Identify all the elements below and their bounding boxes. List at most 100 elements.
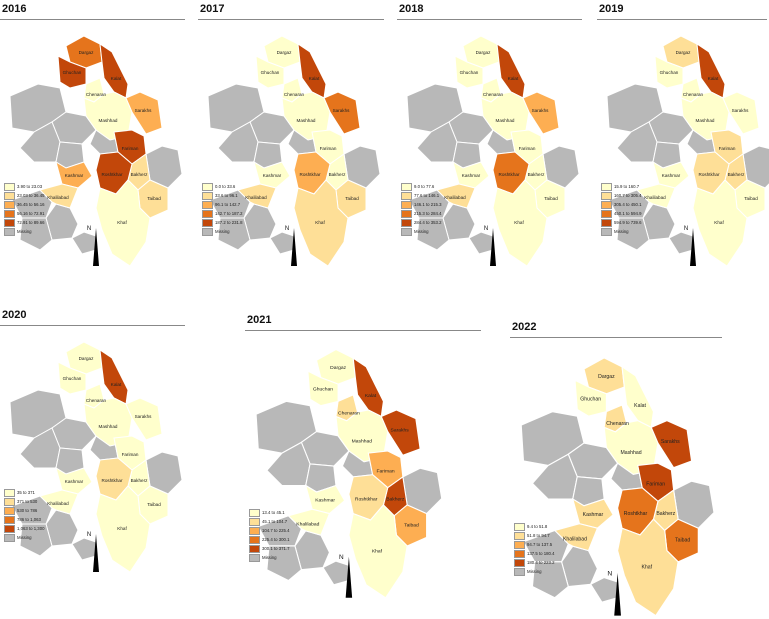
legend-swatch <box>249 544 260 553</box>
legend-row: Missing <box>514 567 554 576</box>
title-rule <box>0 19 185 20</box>
district-label-khalilabad: Khalilabad <box>47 501 69 506</box>
map-panel-2019: 2019 Dargaz Ghuchan Kalat Chenaran Mashhad Sar… <box>597 0 769 290</box>
legend-swatch <box>202 218 213 227</box>
legend-label: 786 to 1,063 <box>17 517 41 522</box>
district-label-kashmar: Kashmar <box>65 479 84 484</box>
legend-row: 56.16 to 72.91 <box>4 209 44 218</box>
legend-row: 104.7 to 225.4 <box>249 526 289 535</box>
legend-swatch <box>601 227 612 236</box>
legend-row: 45.1 to 104.7 <box>249 517 289 526</box>
district-kalat <box>99 348 129 405</box>
district-khaf <box>492 179 548 267</box>
legend-swatch <box>4 488 15 497</box>
district-khaf <box>692 179 748 267</box>
legend-row: 36.45 to 56.16 <box>4 200 44 209</box>
district-label-fariman: Fariman <box>122 146 139 151</box>
north-arrow-icon: N <box>285 226 297 266</box>
legend-swatch <box>4 182 15 191</box>
legend-swatch <box>401 200 412 209</box>
legend-label: 45.1 to 104.7 <box>262 519 288 524</box>
title-rule <box>397 19 582 20</box>
legend-swatch <box>4 200 15 209</box>
legend-label: 371 to 530 <box>17 499 38 504</box>
legend-row: Missing <box>202 227 242 236</box>
legend-row: 160.7 to 305.4 <box>601 191 641 200</box>
district-label-kashmar: Kashmar <box>263 173 282 178</box>
district-label-bakherz: Bakherz <box>656 511 675 517</box>
legend-swatch <box>202 227 213 236</box>
legend-swatch <box>4 524 15 533</box>
legend-label: 72.91 to 89.66 <box>17 220 45 225</box>
district-label-khaf: Khaf <box>117 526 127 531</box>
legend: 0.0 to 33.6 33.6 to 96.1 96.1 to 142.7 142.… <box>202 182 242 236</box>
missing-district-6 <box>522 529 569 563</box>
district-label-mashhad: Mashhad <box>620 450 641 456</box>
legend-label: Missing <box>614 229 629 234</box>
legend-label: Missing <box>527 569 542 574</box>
title-rule <box>597 19 767 20</box>
legend-row: 23.03 to 36.45 <box>4 191 44 200</box>
legend-swatch <box>202 191 213 200</box>
missing-district-8 <box>71 537 97 561</box>
district-kalat <box>696 42 726 99</box>
missing-district-9 <box>19 217 53 251</box>
district-label-fariman: Fariman <box>719 146 736 151</box>
legend-swatch <box>4 209 15 218</box>
district-label-taibad: Taibad <box>404 523 419 529</box>
missing-district-6 <box>209 189 251 219</box>
legend-row: 187.2 to 231.8 <box>202 218 242 227</box>
legend-row: 94.7 to 137.5 <box>514 540 554 549</box>
legend-row: Missing <box>4 533 44 542</box>
district-label-ghuchan: Ghuchan <box>460 70 479 75</box>
missing-district-6 <box>11 189 53 219</box>
legend-swatch <box>202 182 213 191</box>
legend-swatch <box>601 209 612 218</box>
district-label-dargaz: Dargaz <box>330 365 346 371</box>
district-label-taibad: Taibad <box>147 502 161 507</box>
legend-label: 94.7 to 137.5 <box>527 542 553 547</box>
legend-row: 594.9 to 739.6 <box>601 218 641 227</box>
panel-year-title: 2022 <box>512 321 537 333</box>
legend-swatch <box>401 218 412 227</box>
district-label-dargaz: Dargaz <box>476 50 492 55</box>
legend-label: 180.4 to 223.2 <box>527 560 555 565</box>
legend-row: 215.3 to 284.4 <box>401 209 441 218</box>
north-label: N <box>607 570 612 577</box>
district-label-sarakhs: Sarakhs <box>532 108 550 113</box>
district-label-sarakhs: Sarakhs <box>661 439 680 445</box>
district-label-dargaz: Dargaz <box>676 50 692 55</box>
north-arrow-shape <box>93 228 99 266</box>
district-label-sarakhs: Sarakhs <box>732 108 750 113</box>
district-label-chenaran: Chenaran <box>606 421 629 427</box>
missing-district-9 <box>217 217 251 251</box>
district-label-kalat: Kalat <box>111 76 122 81</box>
district-label-khaf: Khaf <box>117 220 127 225</box>
north-arrow-icon: N <box>87 226 99 266</box>
legend-row: 72.91 to 89.66 <box>4 218 44 227</box>
district-label-mashhad: Mashhad <box>496 118 515 123</box>
legend-swatch <box>249 508 260 517</box>
district-sarakhs <box>650 420 693 469</box>
district-label-dargaz: Dargaz <box>598 374 615 380</box>
legend-row: 1,063 to 1,300 <box>4 524 44 533</box>
north-arrow-shape <box>490 228 496 266</box>
district-label-kalat: Kalat <box>708 76 719 81</box>
legend-swatch <box>601 200 612 209</box>
legend: 9.4 to 51.8 51.8 to 94.7 94.7 to 137.5 137.… <box>514 522 554 576</box>
legend-row: 137.5 to 180.4 <box>514 549 554 558</box>
district-label-dargaz: Dargaz <box>79 356 95 361</box>
panel-year-title: 2016 <box>2 3 27 15</box>
legend-label: Missing <box>414 229 429 234</box>
legend-swatch <box>514 531 525 540</box>
legend-row: 35 to 371 <box>4 488 44 497</box>
district-label-khalilabad: Khalilabad <box>444 195 466 200</box>
legend-label: 215.3 to 284.4 <box>414 211 442 216</box>
legend-row: 305.4 to 450.1 <box>601 200 641 209</box>
map-panel-2022: 2022 Dargaz Ghuchan Kalat Chenaran Mashhad Sar… <box>510 318 722 617</box>
panel-year-title: 2019 <box>599 3 624 15</box>
district-label-fariman: Fariman <box>122 452 139 457</box>
district-label-chenaran: Chenaran <box>338 410 360 416</box>
legend-label: Missing <box>215 229 230 234</box>
district-label-ghuchan: Ghuchan <box>580 396 601 402</box>
